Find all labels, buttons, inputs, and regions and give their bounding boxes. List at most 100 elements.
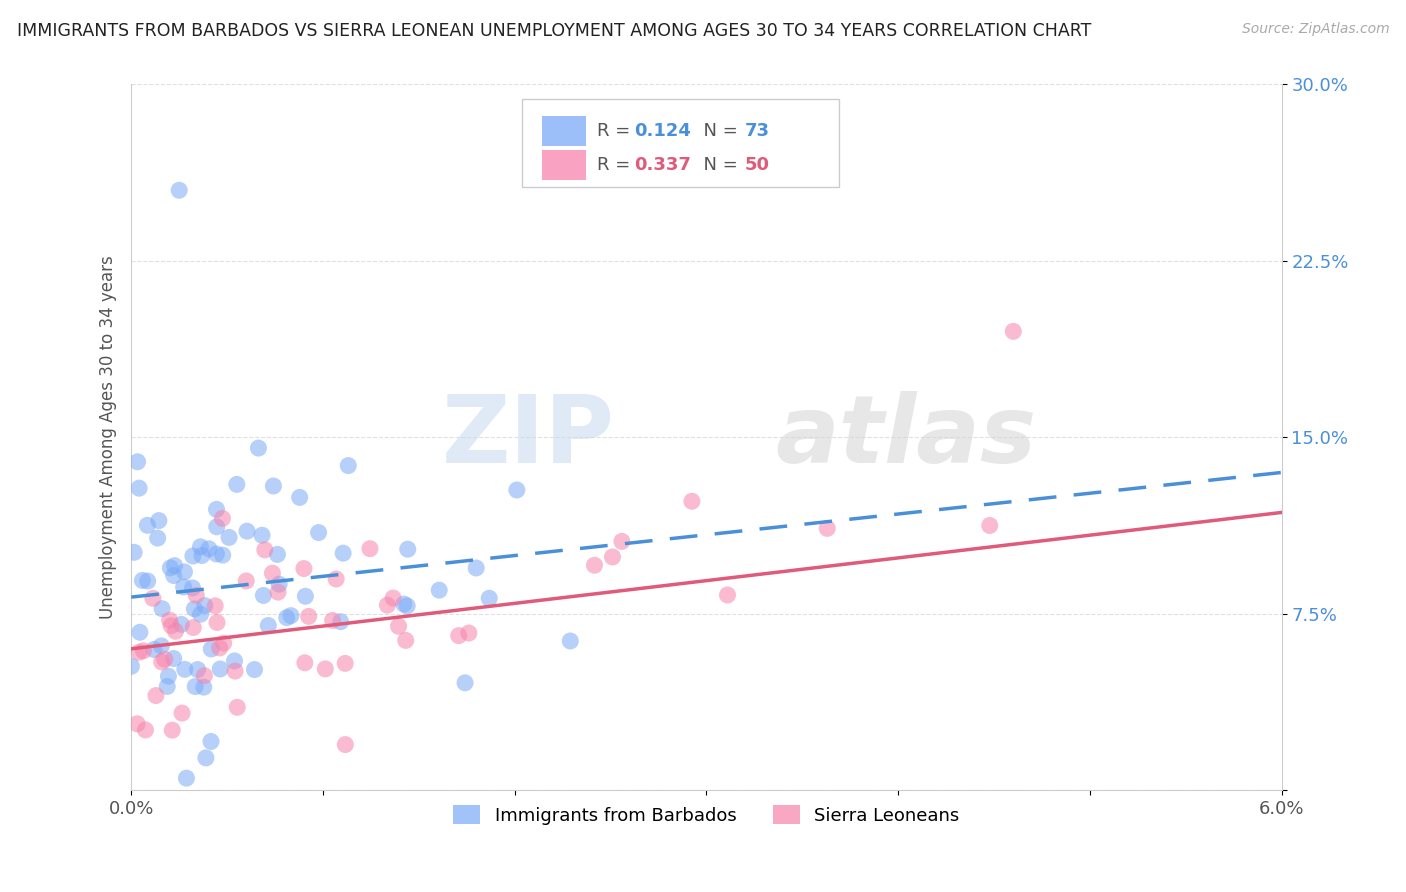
Point xyxy=(193,668,215,682)
Point xyxy=(276,610,298,624)
Point xyxy=(167,183,190,197)
Point xyxy=(173,662,195,676)
Point xyxy=(560,634,582,648)
Point xyxy=(136,518,159,533)
Point xyxy=(288,491,311,505)
Point xyxy=(205,547,228,561)
Point xyxy=(262,566,284,581)
Text: 0.337: 0.337 xyxy=(634,156,690,174)
Point xyxy=(143,642,166,657)
Text: ZIP: ZIP xyxy=(441,392,614,483)
Text: R =: R = xyxy=(598,122,636,140)
Point xyxy=(294,656,316,670)
Point xyxy=(332,546,354,560)
Point xyxy=(247,441,270,455)
Point xyxy=(181,621,204,635)
Point xyxy=(387,619,409,633)
Point xyxy=(465,561,488,575)
Point xyxy=(170,706,193,720)
Point xyxy=(252,589,274,603)
Point xyxy=(427,583,450,598)
Point xyxy=(205,502,228,516)
Point xyxy=(163,568,186,582)
Point xyxy=(186,588,208,602)
Text: 73: 73 xyxy=(744,122,769,140)
Point xyxy=(148,514,170,528)
Point xyxy=(314,662,336,676)
Point xyxy=(181,549,204,563)
Point xyxy=(235,574,257,588)
Point xyxy=(815,521,838,535)
Point xyxy=(292,561,315,575)
Point xyxy=(602,549,624,564)
Text: Source: ZipAtlas.com: Source: ZipAtlas.com xyxy=(1241,22,1389,37)
Point xyxy=(1002,324,1025,338)
Point xyxy=(225,477,247,491)
Point xyxy=(308,525,330,540)
Point xyxy=(377,598,399,612)
Point xyxy=(136,574,159,588)
Point xyxy=(160,618,183,632)
Point xyxy=(204,599,226,613)
Point xyxy=(208,640,231,655)
Point xyxy=(382,591,405,605)
Point xyxy=(150,639,173,653)
Point xyxy=(122,545,145,559)
Point xyxy=(298,609,321,624)
Point xyxy=(163,651,186,665)
Point xyxy=(253,542,276,557)
Point xyxy=(173,580,195,594)
Point xyxy=(205,615,228,630)
Legend: Immigrants from Barbados, Sierra Leoneans: Immigrants from Barbados, Sierra Leonean… xyxy=(444,797,969,834)
Point xyxy=(243,663,266,677)
Point xyxy=(190,607,212,622)
Point xyxy=(132,644,155,658)
Point xyxy=(610,534,633,549)
Point xyxy=(191,549,214,563)
Point xyxy=(395,633,418,648)
Point xyxy=(266,548,288,562)
Point xyxy=(681,494,703,508)
Point xyxy=(224,654,246,668)
Point xyxy=(194,751,217,765)
Point xyxy=(163,558,186,573)
Point xyxy=(128,645,150,659)
Point xyxy=(211,548,233,562)
Point xyxy=(142,591,165,606)
Point xyxy=(190,540,212,554)
Text: atlas: atlas xyxy=(776,392,1036,483)
Point xyxy=(145,689,167,703)
Point xyxy=(218,530,240,544)
Point xyxy=(153,652,176,666)
Point xyxy=(583,558,606,573)
Point xyxy=(134,723,156,737)
Point xyxy=(165,624,187,639)
Point xyxy=(157,669,180,683)
Point xyxy=(454,676,477,690)
Bar xyxy=(541,150,586,179)
Point xyxy=(176,771,198,785)
Point xyxy=(250,528,273,542)
Point xyxy=(159,613,181,627)
Point xyxy=(335,657,357,671)
Point xyxy=(150,601,173,615)
Point xyxy=(280,608,302,623)
Point xyxy=(209,662,232,676)
Point xyxy=(396,599,419,613)
Point xyxy=(173,565,195,579)
Text: IMMIGRANTS FROM BARBADOS VS SIERRA LEONEAN UNEMPLOYMENT AMONG AGES 30 TO 34 YEAR: IMMIGRANTS FROM BARBADOS VS SIERRA LEONE… xyxy=(17,22,1091,40)
Point xyxy=(322,614,344,628)
Point xyxy=(131,574,153,588)
Point xyxy=(478,591,501,606)
Point xyxy=(181,581,204,595)
Point xyxy=(183,602,205,616)
Point xyxy=(200,642,222,657)
Point xyxy=(337,458,360,473)
FancyBboxPatch shape xyxy=(523,98,839,186)
Point xyxy=(194,599,217,613)
Point xyxy=(506,483,529,497)
Point xyxy=(212,636,235,650)
Point xyxy=(457,626,479,640)
Text: 0.124: 0.124 xyxy=(634,122,690,140)
Point xyxy=(392,597,415,611)
